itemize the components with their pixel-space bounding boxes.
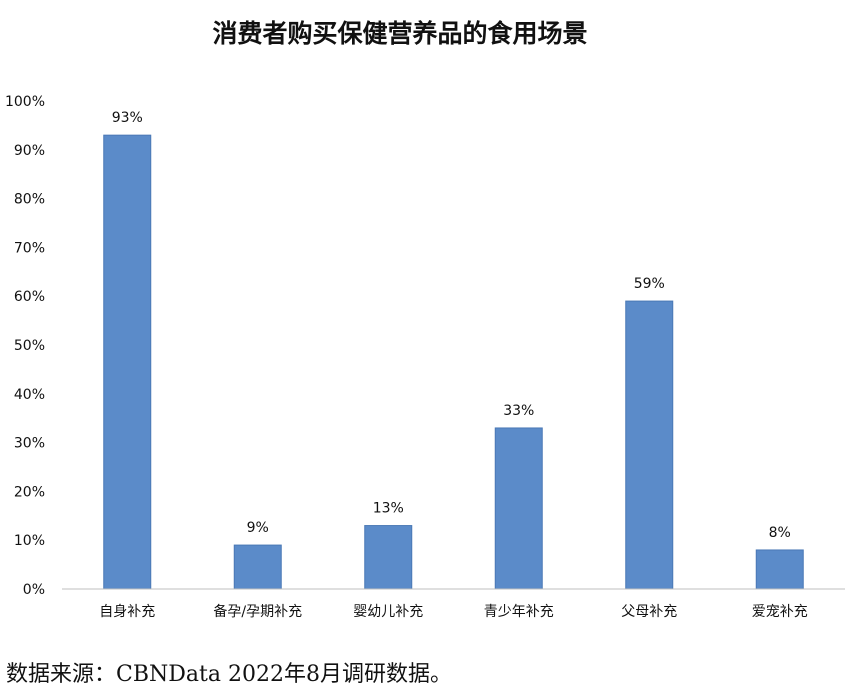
y-tick-label: 100%	[5, 94, 45, 110]
data-label: 8%	[769, 525, 791, 541]
bar-chart: 0% 10% 20% 30% 40% 50% 60% 70% 80% 90% 100% 93% 9% 1…	[5, 94, 845, 620]
x-tick-label: 备孕/孕期补充	[213, 603, 302, 620]
data-label: 33%	[503, 403, 534, 419]
data-label: 13%	[373, 501, 404, 517]
y-tick-label: 10%	[14, 533, 45, 549]
x-tick-label: 自身补充	[99, 604, 155, 620]
data-label: 93%	[112, 110, 143, 126]
source-note: 数据来源：CBNData 2022年8月调研数据。	[6, 662, 452, 687]
y-tick-label: 70%	[14, 240, 45, 256]
x-tick-label: 婴幼儿补充	[353, 604, 423, 620]
bar	[755, 549, 804, 590]
data-label: 59%	[634, 276, 665, 292]
bar	[364, 525, 413, 590]
bar	[103, 134, 152, 590]
y-tick-label: 80%	[14, 192, 45, 208]
y-tick-label: 40%	[14, 387, 45, 403]
x-tick-label: 青少年补充	[484, 604, 554, 620]
bar	[625, 300, 674, 590]
bar	[494, 427, 543, 590]
chart-title: 消费者购买保健营养品的食用场景	[212, 19, 588, 48]
y-tick-label: 0%	[23, 582, 45, 598]
y-tick-label: 20%	[14, 484, 45, 500]
y-axis: 0% 10% 20% 30% 40% 50% 60% 70% 80% 90% 100%	[5, 94, 45, 598]
bar	[233, 544, 282, 590]
x-axis: 自身补充 备孕/孕期补充 婴幼儿补充 青少年补充 父母补充 爱宠补充	[62, 588, 845, 620]
x-tick-label: 爱宠补充	[752, 604, 808, 620]
y-tick-label: 30%	[14, 436, 45, 452]
bar-series: 93% 9% 13% 33% 59% 8%	[103, 110, 804, 590]
y-tick-label: 60%	[14, 289, 45, 305]
data-label: 9%	[247, 520, 269, 536]
y-tick-label: 90%	[14, 143, 45, 159]
x-tick-label: 父母补充	[621, 604, 677, 620]
y-tick-label: 50%	[14, 338, 45, 354]
